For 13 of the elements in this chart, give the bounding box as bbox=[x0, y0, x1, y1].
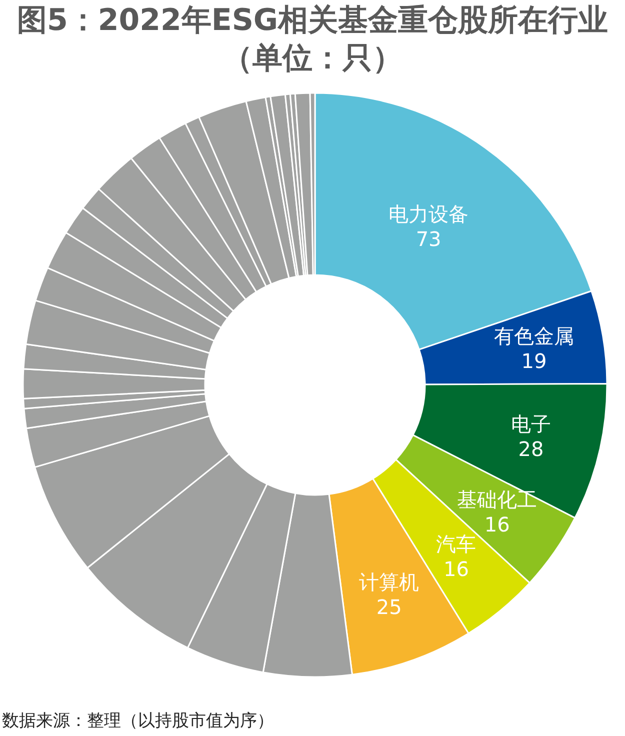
slice-label: 汽车 bbox=[436, 532, 476, 556]
source-note: 数据来源：整理（以持股市值为序） bbox=[2, 710, 274, 732]
slice-label: 计算机 bbox=[359, 570, 420, 594]
data-label: 16 bbox=[484, 512, 510, 536]
chart-title: 图5：2022年ESG相关基金重仓股所在行业（单位：只） bbox=[16, 2, 610, 78]
slice-label: 电力设备 bbox=[388, 202, 469, 226]
data-label: 19 bbox=[521, 348, 547, 373]
data-label: 73 bbox=[416, 226, 442, 251]
slice-label: 电子 bbox=[510, 412, 551, 436]
data-label: 28 bbox=[518, 437, 544, 462]
data-label: 25 bbox=[376, 594, 402, 619]
slice-label: 有色金属 bbox=[494, 324, 574, 348]
data-label: 16 bbox=[444, 556, 469, 581]
